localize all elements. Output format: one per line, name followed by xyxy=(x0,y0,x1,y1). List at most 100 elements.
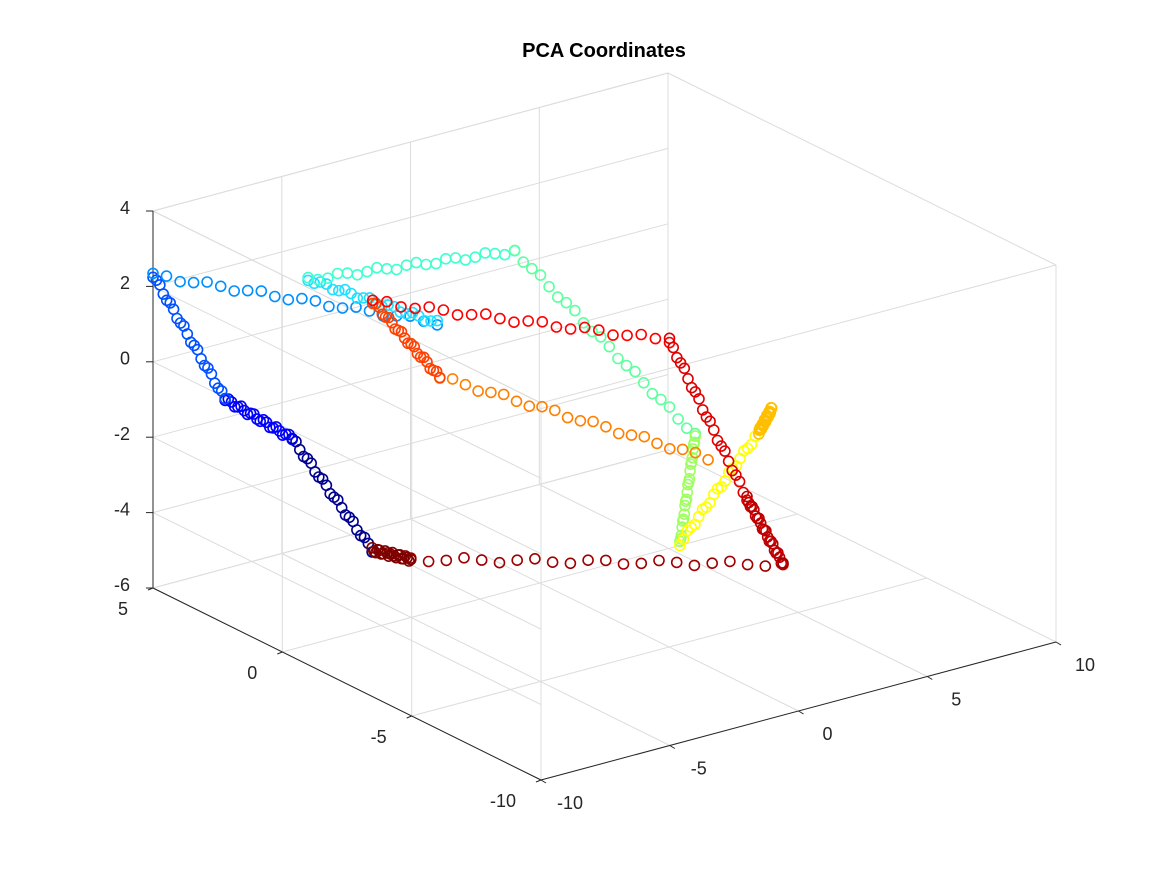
scatter-point xyxy=(202,362,214,374)
scatter-point xyxy=(635,557,648,570)
scatter-point xyxy=(268,290,281,303)
y-tick-mark xyxy=(406,715,412,719)
scatter-point xyxy=(451,309,464,321)
scatter-point xyxy=(185,336,197,349)
grid-line-floor-y xyxy=(411,577,927,717)
scatter-point xyxy=(201,276,213,288)
scatter-point xyxy=(421,356,433,368)
scatter-point xyxy=(543,280,555,293)
scatter-point xyxy=(511,554,524,567)
grid-line-backwall-z xyxy=(152,223,669,363)
scatter-point xyxy=(546,556,559,569)
scatter-point xyxy=(603,340,616,353)
scatter-point xyxy=(674,539,686,552)
scatter-point xyxy=(523,400,536,413)
scatter-point xyxy=(685,521,698,534)
scatter-point xyxy=(341,267,354,279)
scatter-point xyxy=(706,557,719,570)
scatter-point xyxy=(493,556,506,569)
z-tick-label: 2 xyxy=(120,273,130,293)
scatter-point xyxy=(147,267,159,280)
scatter-point xyxy=(479,247,492,259)
grid-line-floor-x xyxy=(281,553,671,746)
scatter-point xyxy=(423,301,436,313)
scatter-point xyxy=(219,392,231,405)
y-axis-line xyxy=(152,587,542,781)
scatter-point xyxy=(582,554,594,567)
y-tick-label: -5 xyxy=(371,727,387,747)
scatter-point xyxy=(761,531,774,543)
scatter-point xyxy=(681,486,694,499)
scatter-point xyxy=(680,422,693,435)
scatter-point xyxy=(286,433,299,446)
grid-line-backwall-z xyxy=(152,449,669,589)
scatter-point xyxy=(400,259,413,272)
scatter-point xyxy=(612,352,624,365)
scatter-point xyxy=(431,319,444,331)
scatter-point xyxy=(336,302,349,314)
scatter-point xyxy=(410,256,423,269)
scatter-point xyxy=(440,554,453,567)
scatter-point xyxy=(174,275,186,288)
scatter-point xyxy=(677,513,690,526)
scatter-point xyxy=(479,308,492,320)
y-tick-mark xyxy=(535,779,542,783)
scatter-point xyxy=(489,247,501,260)
scatter-point xyxy=(689,430,702,442)
scatter-point xyxy=(370,297,382,310)
scatter-point xyxy=(405,337,417,350)
x-tick-label: 10 xyxy=(1075,655,1095,675)
scatter-point xyxy=(386,316,398,329)
scatter-point xyxy=(472,385,484,397)
x-tick-label: -10 xyxy=(557,793,583,813)
x-tick-mark xyxy=(798,710,804,715)
scatter-point xyxy=(309,295,322,307)
scatter-point xyxy=(351,292,364,305)
scatter-point xyxy=(358,531,371,544)
scatter-point xyxy=(395,301,407,313)
scatter-point xyxy=(164,297,176,309)
scatter-point xyxy=(408,340,421,353)
scatter-point xyxy=(526,262,538,275)
scatter-point xyxy=(529,552,541,565)
scatter-point xyxy=(257,413,270,426)
y-tick-mark xyxy=(277,651,283,655)
scatter-point xyxy=(395,325,408,338)
scatter-point xyxy=(599,554,612,567)
scatter-point xyxy=(373,301,385,314)
scatter-point xyxy=(255,285,268,297)
scatter-point xyxy=(561,411,574,424)
grid-line-sidewall-z xyxy=(152,285,542,479)
scatter-point xyxy=(753,428,765,440)
scatter-point xyxy=(745,438,758,451)
scatter-point xyxy=(510,395,523,408)
scatter-point xyxy=(212,382,224,395)
scatter-point xyxy=(759,560,772,572)
scatter-point xyxy=(326,283,339,296)
scatter-point xyxy=(550,321,563,333)
x-tick-mark xyxy=(669,745,676,749)
scatter-point xyxy=(702,453,714,466)
scatter-point xyxy=(522,315,535,327)
scatter-point xyxy=(459,378,472,391)
scatter-point xyxy=(671,351,683,364)
scatter-point xyxy=(339,283,351,296)
scatter-point xyxy=(663,442,676,455)
scatter-point xyxy=(564,557,577,570)
scatter-point xyxy=(689,446,702,459)
scatter-point xyxy=(228,400,241,413)
scatter-point xyxy=(380,262,393,275)
scatter-point xyxy=(536,315,549,328)
scatter-point xyxy=(371,261,383,274)
chart-title: PCA Coordinates xyxy=(522,40,686,62)
scatter-point xyxy=(282,293,295,306)
scatter-point xyxy=(672,413,684,425)
scatter-point xyxy=(574,414,587,427)
scatter-point xyxy=(724,555,736,568)
scatter-point xyxy=(430,257,442,270)
z-tick-label: -6 xyxy=(114,575,130,595)
scatter-point xyxy=(517,256,530,268)
y-tick-label: 0 xyxy=(247,663,257,683)
scatter-point xyxy=(147,271,159,284)
